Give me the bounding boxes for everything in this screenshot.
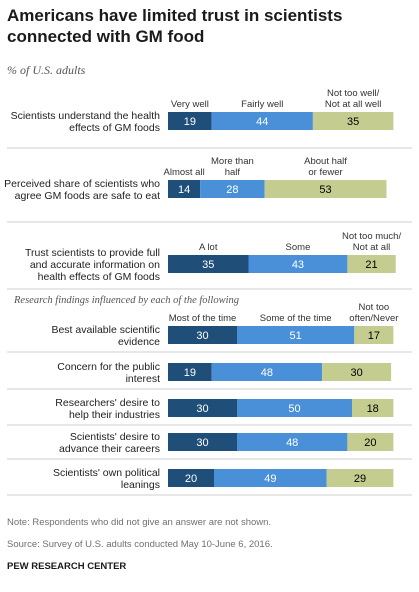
influence-row-4-value-label: 30 <box>196 437 208 449</box>
group-3-segment-3 <box>347 255 396 273</box>
legend-label: Not too well/ <box>327 88 380 99</box>
category-label: interest <box>126 373 161 385</box>
category-label: Scientists' desire to <box>70 431 160 443</box>
influence-row-5-value-label: 29 <box>354 473 366 485</box>
influence-row-1-segment-2 <box>237 326 355 344</box>
group-1-value-label: 35 <box>347 116 359 128</box>
influence-row-3-value-label: 30 <box>196 403 208 415</box>
legend-label: More than <box>211 156 254 167</box>
category-label: Researchers' desire to <box>55 397 160 409</box>
legend-label: A lot <box>199 242 218 253</box>
category-label: Perceived share of scientists who <box>4 178 160 190</box>
influence-row-2-value-label: 30 <box>350 367 362 379</box>
legend-label: Some <box>286 242 311 253</box>
influence-row-4-value-label: 48 <box>286 437 298 449</box>
group-3-segment-1 <box>168 255 249 273</box>
category-label: Scientists' own political <box>53 467 160 479</box>
legend-label: Not at all <box>353 242 391 253</box>
influence-row-1-segment-3 <box>354 326 394 344</box>
legend-label: Most of the time <box>169 313 237 324</box>
group-3-segment-2 <box>248 255 348 273</box>
category-label: evidence <box>118 336 160 348</box>
category-label: Trust scientists to provide full <box>25 247 160 259</box>
category-label: help their industries <box>69 409 160 421</box>
category-label: advance their careers <box>59 443 160 455</box>
group-1-value-label: 44 <box>256 116 268 128</box>
category-label: leanings <box>121 479 160 491</box>
influence-row-2-segment-3 <box>322 363 392 381</box>
influence-row-4-segment-1 <box>168 433 237 451</box>
group-3-value-label: 35 <box>202 259 214 271</box>
legend-label: Not too much/ <box>342 231 401 242</box>
category-label: Scientists understand the health <box>11 110 161 122</box>
influence-row-4-segment-3 <box>347 433 394 451</box>
influence-row-3-segment-1 <box>168 399 237 417</box>
influence-row-3-value-label: 18 <box>367 403 379 415</box>
category-label: effects of GM foods <box>69 122 160 134</box>
influence-row-3-segment-2 <box>237 399 352 417</box>
influence-row-5-segment-1 <box>168 469 214 487</box>
influence-row-5-value-label: 20 <box>185 473 197 485</box>
influence-row-2-segment-1 <box>168 363 212 381</box>
group-1-segment-2 <box>211 112 313 130</box>
group-1-segment-1 <box>168 112 212 130</box>
legend-label: About half <box>304 156 347 167</box>
chart-title: Americans have limited trust in scientis… <box>7 6 343 46</box>
influence-row-4-value-label: 20 <box>364 437 376 449</box>
category-label: agree GM foods are safe to eat <box>15 190 160 202</box>
legend-label: Very well <box>171 99 209 110</box>
group-1-value-label: 19 <box>184 116 196 128</box>
influence-row-1-value-label: 51 <box>290 330 302 342</box>
group-2-value-label: 14 <box>178 184 190 196</box>
influence-row-3-segment-3 <box>352 399 394 417</box>
legend-label: half <box>225 167 241 178</box>
group-2-segment-3 <box>264 180 387 198</box>
group-2-segment-2 <box>200 180 265 198</box>
group-3-value-label: 43 <box>292 259 304 271</box>
legend-label: often/Never <box>349 313 398 324</box>
chart-note: Note: Respondents who did not give an an… <box>7 517 272 528</box>
influence-row-2-segment-2 <box>211 363 323 381</box>
influence-row-1-value-label: 30 <box>196 330 208 342</box>
chart-subtitle: % of U.S. adults <box>7 63 86 77</box>
legend-label: Fairly well <box>241 99 283 110</box>
category-label: and accurate information on <box>30 259 160 271</box>
chart-credit: PEW RESEARCH CENTER <box>7 561 127 572</box>
group-2-segment-1 <box>168 180 201 198</box>
influence-row-5-segment-3 <box>326 469 394 487</box>
influence-row-4-segment-2 <box>237 433 348 451</box>
legend-label: Not at all well <box>325 99 382 110</box>
section-label: Research findings influenced by each of … <box>13 295 239 306</box>
legend-label: Not too <box>359 302 390 313</box>
influence-row-1-value-label: 17 <box>368 330 380 342</box>
influence-row-1-segment-1 <box>168 326 237 344</box>
category-label: health effects of GM foods <box>38 271 160 283</box>
group-1-segment-3 <box>312 112 394 130</box>
legend-label: Almost all <box>164 167 205 178</box>
influence-row-5-segment-2 <box>214 469 327 487</box>
group-2-value-label: 28 <box>226 184 238 196</box>
group-2-value-label: 53 <box>319 184 331 196</box>
group-3-value-label: 21 <box>365 259 377 271</box>
chart-source: Source: Survey of U.S. adults conducted … <box>7 539 273 550</box>
legend-label: Some of the time <box>260 313 332 324</box>
influence-row-2-value-label: 19 <box>184 367 196 379</box>
category-label: Concern for the public <box>57 361 160 373</box>
category-label: Best available scientific <box>51 324 160 336</box>
legend-label: or fewer <box>308 167 342 178</box>
influence-row-2-value-label: 48 <box>261 367 273 379</box>
influence-row-5-value-label: 49 <box>264 473 276 485</box>
influence-row-3-value-label: 50 <box>288 403 300 415</box>
